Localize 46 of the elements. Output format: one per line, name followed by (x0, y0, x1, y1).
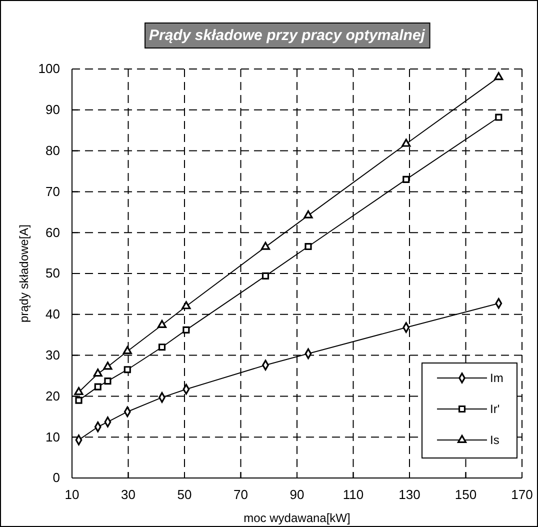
x-tick-label: 70 (234, 487, 248, 502)
point (157, 320, 167, 328)
point (495, 114, 502, 121)
y-tick-label: 70 (46, 184, 60, 199)
point (94, 383, 102, 390)
y-tick-label: 0 (52, 470, 60, 486)
point (260, 242, 270, 250)
x-axis-title: moc wydawana[kW] (244, 511, 350, 525)
y-tick-label: 60 (46, 224, 60, 240)
x-tick-label: 90 (290, 487, 304, 502)
point (103, 362, 112, 370)
point (122, 346, 132, 354)
point (262, 272, 270, 280)
y-tick-label: 30 (46, 347, 60, 362)
chart-title: Prądy składowe przy pracy optymalnej (149, 27, 426, 44)
y-tick-label: 20 (46, 388, 60, 404)
x-tick-label: 170 (511, 487, 533, 502)
point (104, 378, 112, 385)
x-tick-label: 10 (64, 487, 80, 502)
legend-label: Is (490, 433, 500, 447)
legend-label: Im (490, 371, 504, 385)
point (182, 301, 191, 310)
point (158, 344, 166, 351)
y-axis-title: prądy składowe[A] (17, 224, 31, 323)
point (182, 326, 190, 334)
x-tick-label: 150 (454, 487, 477, 502)
legend-label: Ir' (490, 402, 500, 416)
x-tick-label: 130 (398, 487, 420, 502)
point (494, 72, 504, 80)
y-tick-label: 40 (46, 306, 60, 322)
point (124, 366, 131, 374)
point (304, 210, 313, 218)
point (304, 242, 312, 250)
y-tick-label: 80 (46, 142, 60, 158)
point (402, 176, 410, 183)
x-tick-label: 50 (177, 487, 192, 502)
point (74, 387, 84, 396)
point (75, 396, 82, 404)
y-tick-label: 50 (46, 266, 60, 281)
point (93, 368, 102, 377)
x-tick-label: 30 (121, 487, 136, 502)
y-tick-label: 90 (46, 102, 60, 118)
point (402, 138, 411, 147)
y-tick-label: 100 (38, 61, 60, 76)
y-tick-label: 10 (46, 429, 60, 444)
x-tick-label: 110 (342, 487, 364, 502)
